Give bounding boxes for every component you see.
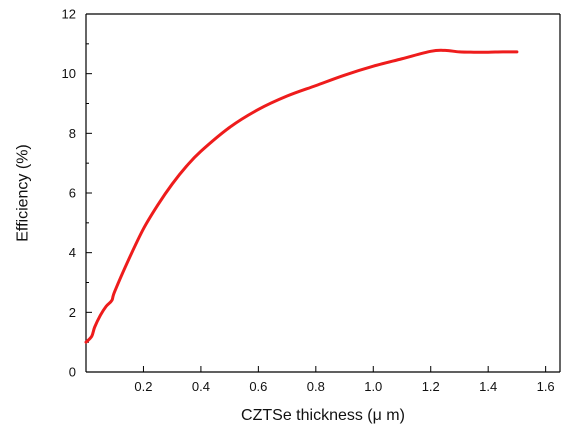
y-tick-labels: 0 2 4 6 8 10 12 xyxy=(62,7,76,380)
efficiency-series-line xyxy=(84,48,519,344)
y-axis-title: Efficiency (%) xyxy=(15,144,32,242)
x-axis-title: CZTSe thickness (μ m) xyxy=(241,407,405,424)
y-tick-label: 2 xyxy=(69,305,76,320)
x-tick-label: 0.4 xyxy=(192,379,210,394)
x-tick-label: 1.0 xyxy=(364,379,382,394)
x-tick-label: 0.6 xyxy=(249,379,267,394)
y-tick-label: 6 xyxy=(69,186,76,201)
x-tick-labels: 0.2 0.4 0.6 0.8 1.0 1.2 1.4 1.6 xyxy=(134,379,554,394)
y-tick-label: 10 xyxy=(62,66,76,81)
y-tick-label: 4 xyxy=(69,245,76,260)
y-tick-label: 12 xyxy=(62,7,76,22)
x-tick-label: 1.6 xyxy=(537,379,555,394)
x-tick-label: 0.2 xyxy=(134,379,152,394)
y-tick-label: 8 xyxy=(69,126,76,141)
x-ticks xyxy=(142,366,547,372)
x-tick-label: 0.8 xyxy=(307,379,325,394)
y-ticks xyxy=(86,13,92,373)
x-tick-label: 1.4 xyxy=(479,379,497,394)
x-tick-label: 1.2 xyxy=(422,379,440,394)
y-tick-label: 0 xyxy=(69,365,76,380)
